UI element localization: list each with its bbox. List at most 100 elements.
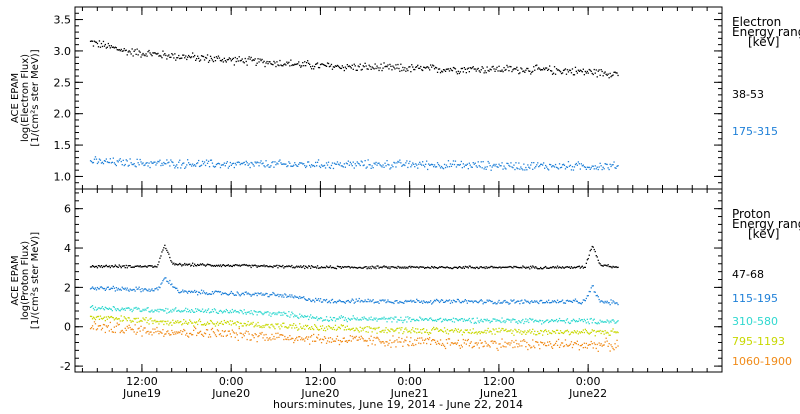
data-point xyxy=(364,160,366,162)
data-point xyxy=(410,337,412,339)
data-point xyxy=(295,63,297,66)
data-point xyxy=(361,161,363,163)
data-point xyxy=(148,49,150,52)
data-point xyxy=(490,340,492,343)
data-point xyxy=(394,316,396,318)
data-point xyxy=(407,300,409,302)
data-point xyxy=(571,68,574,70)
data-point xyxy=(157,52,159,55)
data-point xyxy=(408,266,410,268)
data-point xyxy=(359,301,361,303)
data-point xyxy=(165,307,167,310)
data-point xyxy=(360,330,362,332)
data-point xyxy=(558,346,561,348)
data-point xyxy=(431,66,433,68)
data-point xyxy=(143,288,145,291)
data-point xyxy=(394,300,396,302)
data-point xyxy=(487,343,489,346)
data-point xyxy=(300,326,302,328)
data-point xyxy=(381,299,383,301)
data-point xyxy=(544,302,546,304)
data-point xyxy=(107,161,109,164)
data-point xyxy=(348,164,350,166)
data-point xyxy=(483,331,485,333)
data-point xyxy=(517,168,519,170)
data-point xyxy=(521,345,523,347)
data-point xyxy=(327,301,330,303)
data-point xyxy=(155,321,157,323)
data-point xyxy=(284,266,286,268)
data-point xyxy=(454,160,457,162)
data-point xyxy=(388,266,390,268)
data-point xyxy=(447,333,450,335)
data-point xyxy=(188,290,190,292)
data-point xyxy=(335,268,338,270)
proton-ylabel-line: [1/(cm²s ster MeV)] xyxy=(30,232,41,329)
data-point xyxy=(508,342,510,344)
data-point xyxy=(473,68,475,70)
data-point xyxy=(560,166,563,168)
data-point xyxy=(574,267,577,269)
data-point xyxy=(322,319,325,321)
data-point xyxy=(595,347,597,350)
data-point xyxy=(110,328,112,331)
data-point xyxy=(523,70,525,72)
data-point xyxy=(269,294,271,296)
data-point xyxy=(586,70,588,73)
data-point xyxy=(231,320,233,322)
data-point xyxy=(459,319,461,321)
data-point xyxy=(224,292,226,294)
data-point xyxy=(109,266,111,269)
data-point xyxy=(144,55,146,57)
data-point xyxy=(134,265,136,267)
data-point xyxy=(512,318,514,320)
data-point xyxy=(149,290,151,292)
data-point xyxy=(233,322,235,324)
data-point xyxy=(591,72,593,75)
data-point xyxy=(536,267,538,269)
data-point xyxy=(376,65,378,67)
data-point xyxy=(544,342,546,344)
data-point xyxy=(568,266,571,268)
data-point xyxy=(605,302,607,304)
data-point xyxy=(117,266,119,268)
data-point xyxy=(566,345,569,347)
data-point xyxy=(598,342,600,344)
data-point xyxy=(163,54,165,56)
data-point xyxy=(105,307,107,309)
data-point xyxy=(409,66,411,68)
data-point xyxy=(572,318,575,320)
data-point xyxy=(437,300,440,302)
data-point xyxy=(432,164,434,166)
data-point xyxy=(497,267,499,269)
data-point xyxy=(297,316,299,319)
data-point xyxy=(186,332,188,334)
data-point xyxy=(429,331,431,334)
data-point xyxy=(266,60,268,63)
data-point xyxy=(254,292,256,294)
data-point xyxy=(165,333,167,335)
data-point xyxy=(255,323,257,325)
data-point xyxy=(261,331,263,334)
data-point xyxy=(91,318,94,320)
data-point xyxy=(605,332,607,334)
data-point xyxy=(97,307,100,309)
data-point xyxy=(349,329,351,331)
data-point xyxy=(577,343,579,346)
data-point xyxy=(338,299,341,301)
data-point xyxy=(122,50,124,52)
data-point xyxy=(316,326,318,329)
data-point xyxy=(269,337,271,339)
data-point xyxy=(132,288,134,291)
data-point xyxy=(184,262,186,265)
data-point xyxy=(154,288,156,290)
data-point xyxy=(333,66,336,68)
data-point xyxy=(527,300,529,302)
data-point xyxy=(136,158,138,160)
data-point xyxy=(530,301,532,303)
data-point xyxy=(548,344,550,346)
data-point xyxy=(142,162,144,164)
data-point xyxy=(564,302,567,304)
data-point xyxy=(198,332,200,334)
data-point xyxy=(538,268,540,270)
